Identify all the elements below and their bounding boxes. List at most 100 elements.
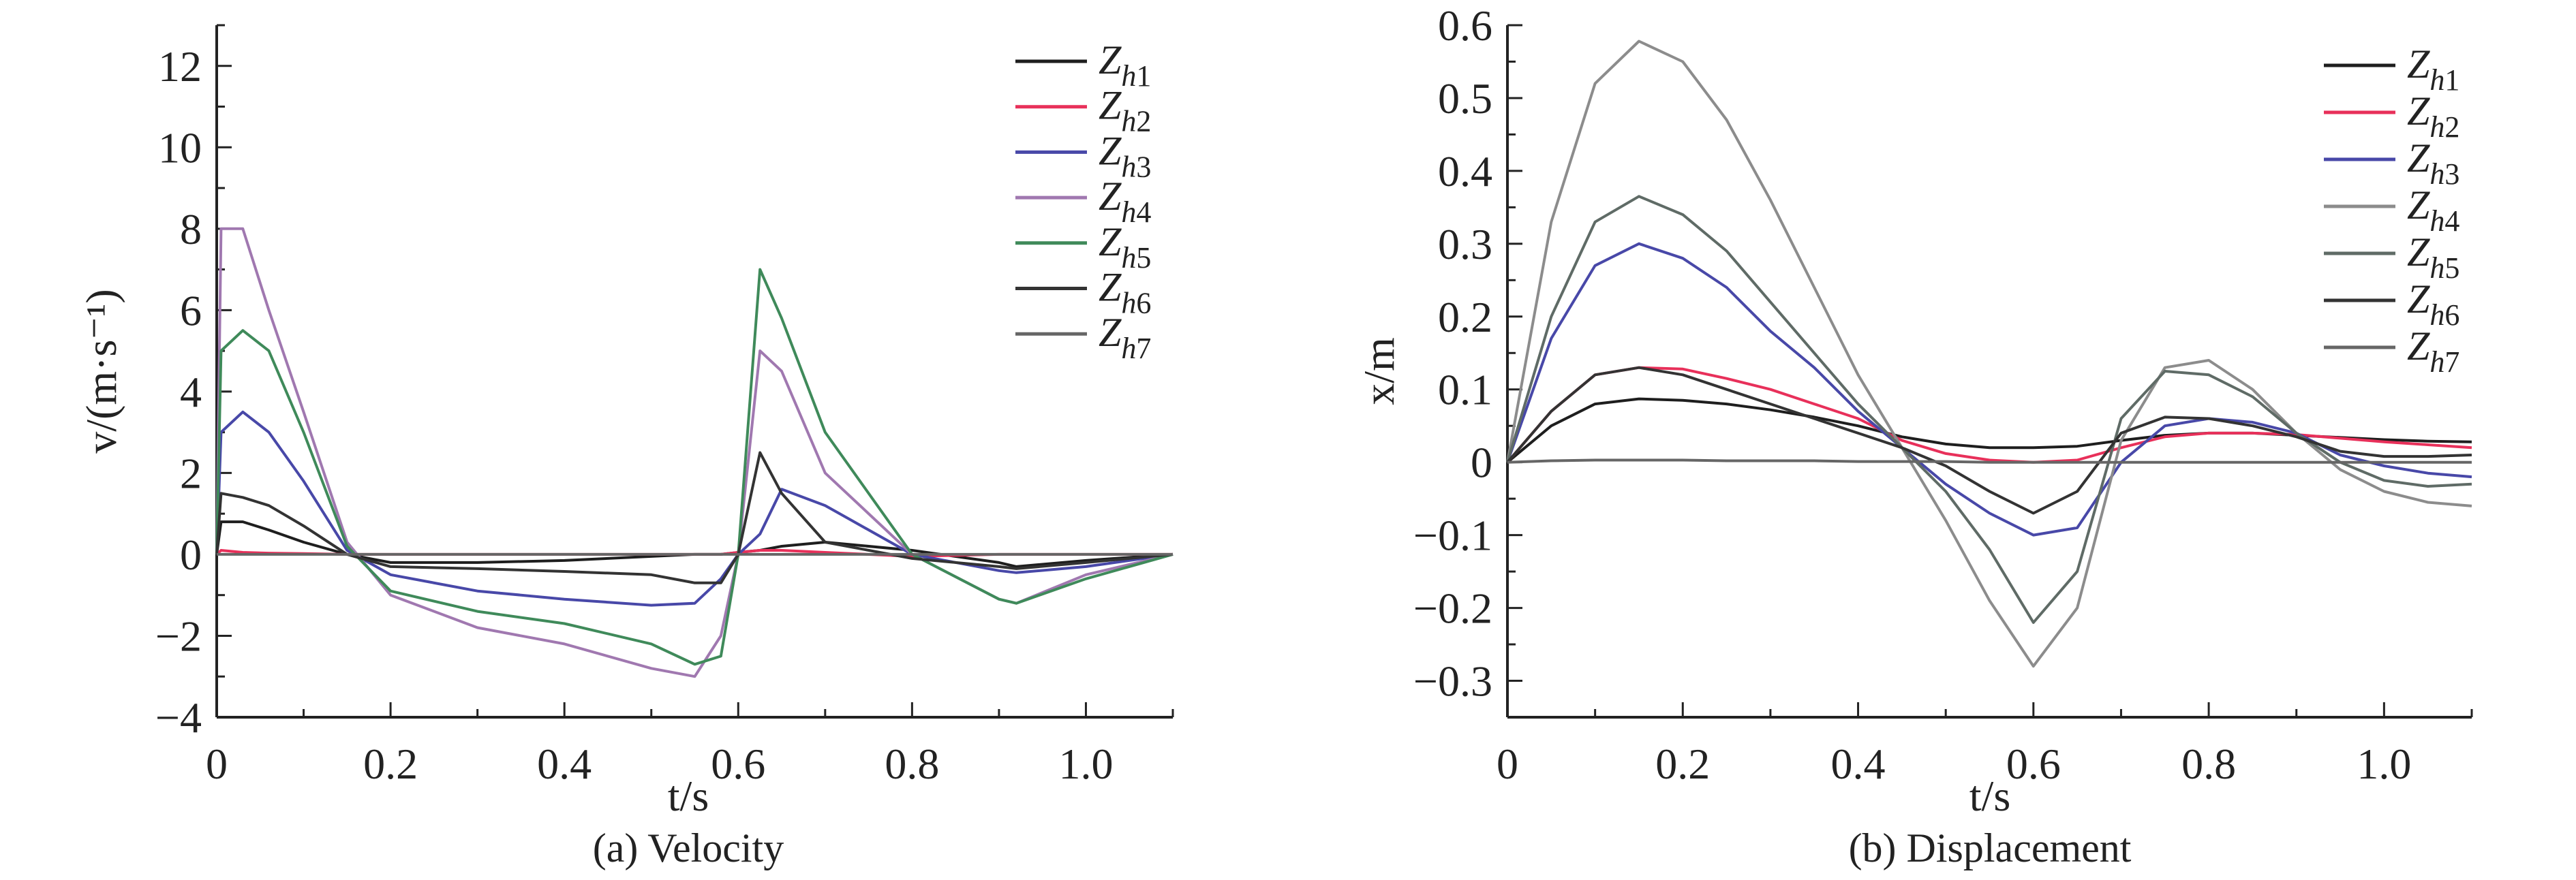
legend-label-sub-num: 2 [1136, 105, 1151, 138]
x-tick-label: 0.4 [537, 740, 592, 788]
legend-label-main: Z [2407, 183, 2430, 227]
legend-label-sub-num: 7 [1136, 332, 1151, 365]
x-tick-label: 1.0 [2357, 740, 2411, 788]
y-tick-label: 0.5 [1438, 74, 1492, 123]
legend-label: Zh4 [1099, 174, 1151, 229]
legend-label: Zh1 [2407, 42, 2459, 97]
x-tick-label: 0.8 [2181, 740, 2236, 788]
x-tick-label: 0.2 [363, 740, 418, 788]
x-tick-label: 0.6 [711, 740, 765, 788]
y-axis-label: x/m [1355, 337, 1403, 405]
legend-label-sub-num: 6 [2444, 298, 2459, 332]
y-axis-label: v/(m·s⁻¹) [77, 289, 125, 453]
x-axis-label: t/s [668, 772, 709, 820]
legend-item: Zh6 [2324, 277, 2459, 332]
legend-label-main: Z [1099, 174, 1122, 219]
x-tick-label: 0.6 [2006, 740, 2061, 788]
legend-label: Zh1 [1099, 37, 1151, 93]
legend-item: Zh5 [1015, 219, 1151, 274]
series-line-zh7 [1507, 458, 2472, 464]
legend-label-sub-num: 1 [1136, 59, 1151, 93]
y-tick-label: 0.2 [1438, 293, 1492, 341]
series-line-zh4 [1506, 40, 2472, 668]
legend-label-sub-h: h [2429, 204, 2444, 238]
legend-label-sub-num: 3 [1136, 150, 1151, 183]
legend-item: Zh7 [1015, 310, 1151, 365]
legend-label-main: Z [2407, 42, 2430, 87]
y-tick-label: −0.3 [1413, 657, 1492, 706]
series-line-zh6 [1506, 366, 2472, 515]
y-tick-label: 4 [180, 368, 202, 416]
legend-item: Zh3 [2324, 136, 2459, 191]
x-tick-label: 0 [206, 740, 228, 788]
y-tick-label: −2 [155, 612, 202, 660]
legend-label-sub-h: h [1121, 59, 1136, 93]
velocity-chart: v/(m·s⁻¹) t/s (a) Velocity 0 0.2 0.4 0.6 0.8… [77, 24, 1174, 870]
chart-caption: (a) Velocity [593, 826, 784, 870]
legend-label-main: Z [1099, 128, 1122, 173]
legend-item: Zh7 [2324, 324, 2459, 379]
y-tick-label: 0 [1471, 439, 1492, 487]
legend-label-sub-num: 6 [1136, 287, 1151, 320]
y-tick-label: 10 [158, 123, 202, 172]
legend-label-sub-num: 5 [1136, 241, 1151, 274]
legend-label-sub-h: h [1121, 195, 1136, 229]
legend-item: Zh3 [1015, 128, 1151, 183]
series-line-zh6 [215, 451, 1174, 584]
series-line-zh4 [215, 227, 1174, 678]
legend-label: Zh4 [2407, 183, 2459, 238]
legend-label-sub-h: h [2429, 110, 2444, 144]
legend-label-main: Z [2407, 277, 2430, 321]
legend-label-main: Z [2407, 89, 2430, 133]
y-tick-label: 12 [158, 42, 202, 91]
y-tick-label: −0.2 [1413, 584, 1492, 633]
x-tick-label: 1.0 [1058, 740, 1113, 788]
displacement-chart: x/m t/s (b) Displacement 0 0.2 0.4 0.6 0.8 1.… [1355, 1, 2473, 870]
legend-label-sub-h: h [2429, 63, 2444, 97]
legend-item: Zh2 [2324, 89, 2459, 144]
chart-caption: (b) Displacement [1849, 826, 2132, 870]
legend-label-sub-h: h [2429, 298, 2444, 332]
series-line-zh5 [215, 268, 1174, 666]
legend-label-sub-num: 4 [2444, 204, 2459, 238]
legend-label-sub-h: h [1121, 332, 1136, 365]
legend-item: Zh4 [2324, 183, 2459, 238]
legend-label-sub-num: 3 [2444, 157, 2459, 191]
legend-label-main: Z [1099, 265, 1122, 310]
legend-label-sub-num: 2 [2444, 110, 2459, 144]
legend-label-main: Z [2407, 324, 2430, 368]
x-axis-label: t/s [1969, 772, 2010, 820]
legend-label-sub-num: 4 [1136, 195, 1151, 229]
legend-item: Zh1 [1015, 37, 1151, 93]
legend-item: Zh5 [2324, 230, 2459, 285]
legend-label-sub-num: 1 [2444, 63, 2459, 97]
y-tick-label: 0 [180, 531, 202, 579]
legend-label-sub-h: h [2429, 157, 2444, 191]
legend-label-main: Z [1099, 83, 1122, 128]
y-tick-label: 0.1 [1438, 366, 1492, 414]
legend-label: Zh2 [1099, 83, 1151, 138]
legend-label-sub-h: h [2429, 251, 2444, 285]
legend-label: Zh3 [1099, 128, 1151, 183]
legend-label-main: Z [2407, 230, 2430, 274]
legend-label: Zh7 [2407, 324, 2459, 379]
legend-label-sub-num: 5 [2444, 251, 2459, 285]
legend-label-sub-h: h [2429, 345, 2444, 379]
legend-label: Zh3 [2407, 136, 2459, 191]
y-tick-label: 0.3 [1438, 220, 1492, 268]
y-tick-label: 0.4 [1438, 147, 1492, 195]
y-tick-label: −4 [155, 693, 202, 742]
x-tick-label: 0 [1497, 740, 1518, 788]
x-tick-label: 0.4 [1831, 740, 1886, 788]
legend-label: Zh5 [1099, 219, 1151, 274]
legend-item: Zh6 [1015, 265, 1151, 320]
legend-label: Zh7 [1099, 310, 1151, 365]
legend-label: Zh6 [1099, 265, 1151, 320]
legend-label-main: Z [1099, 219, 1122, 264]
legend-item: Zh1 [2324, 42, 2459, 97]
legend-label-sub-h: h [1121, 105, 1136, 138]
legend-label-sub-h: h [1121, 241, 1136, 274]
legend-label-sub-num: 7 [2444, 345, 2459, 379]
x-tick-label: 0.8 [885, 740, 939, 788]
